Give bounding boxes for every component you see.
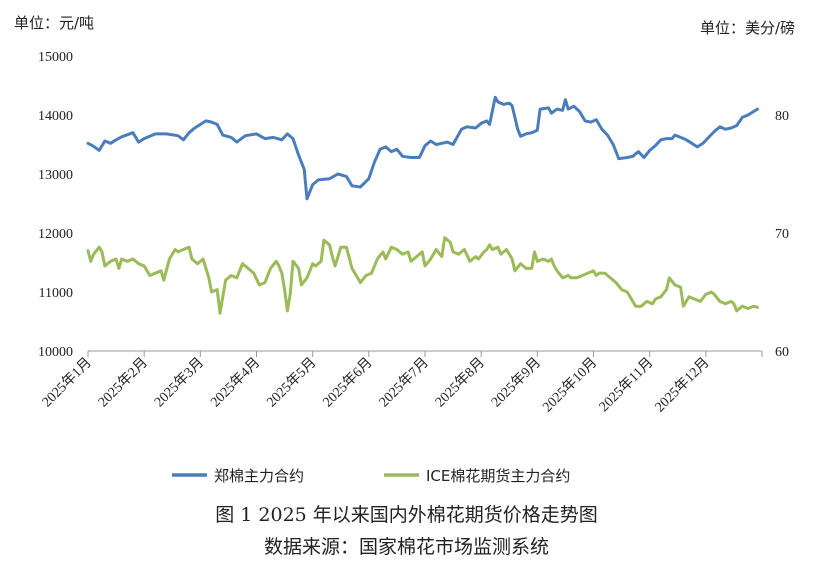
legend: 郑棉主力合约 ICE棉花期货主力合约: [172, 467, 570, 485]
x-tick-label-4: 2025年5月: [264, 355, 320, 411]
left-axis-ticks: 10000 11000 12000 13000 14000 15000: [38, 50, 73, 360]
left-tick-label-1: 11000: [39, 286, 73, 301]
x-tick-label-5: 2025年6月: [320, 355, 376, 411]
series-line-1: [86, 95, 759, 201]
left-tick-label-4: 14000: [38, 109, 73, 124]
x-tick-label-8: 2025年9月: [488, 355, 544, 411]
series-lines: [86, 95, 759, 315]
x-axis-ticks: 2025年1月 2025年2月 2025年3月 2025年4月 2025年5月 2025年…: [39, 351, 763, 416]
x-tick-label-6: 2025年7月: [376, 355, 432, 411]
x-tick-label-9: 2025年10月: [540, 355, 601, 416]
data-source: 数据来源：国家棉花市场监测系统: [263, 536, 549, 558]
left-tick-label-5: 15000: [38, 50, 73, 65]
x-tick-label-2: 2025年3月: [151, 355, 207, 411]
x-tick-label-0: 2025年1月: [39, 355, 95, 411]
x-tick-label-11: 2025年12月: [652, 355, 713, 416]
left-tick-label-0: 10000: [38, 345, 73, 360]
right-tick-label-2: 80: [775, 109, 789, 124]
x-tick-label-1: 2025年2月: [95, 355, 151, 411]
right-tick-label-1: 70: [775, 227, 789, 242]
x-tick-label-10: 2025年11月: [596, 355, 656, 415]
x-tick-label-3: 2025年4月: [207, 355, 263, 411]
right-tick-label-0: 60: [775, 345, 789, 360]
left-tick-label-3: 13000: [38, 168, 73, 183]
price-chart: 10000 11000 12000 13000 14000 15000 60 70 80 20…: [38, 50, 789, 485]
legend-label-series2: ICE棉花期货主力合约: [426, 467, 570, 485]
series-line-2: [86, 236, 759, 315]
figure-title: 图 1 2025 年以来国内外棉花期货价格走势图: [215, 504, 598, 526]
right-axis-unit: 单位：美分/磅: [699, 19, 795, 37]
left-axis-unit: 单位：元/吨: [14, 14, 95, 32]
legend-label-series1: 郑棉主力合约: [214, 467, 304, 485]
left-tick-label-2: 12000: [38, 227, 73, 242]
x-tick-label-7: 2025年8月: [432, 355, 488, 411]
right-axis-ticks: 60 70 80: [775, 109, 789, 360]
